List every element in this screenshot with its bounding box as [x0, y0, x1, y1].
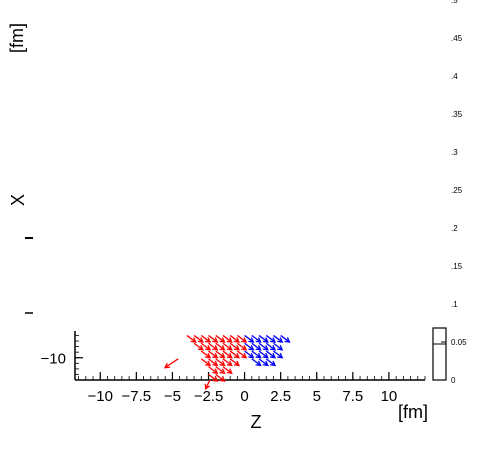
- vector-arrow: [265, 350, 277, 359]
- x-tick-label: −5: [164, 388, 181, 405]
- vector-arrow: [265, 334, 277, 343]
- colorbar-tick-label: .3: [451, 148, 458, 157]
- x-axis-ticks: −10 −7.5 −5 −2.5 0 2.5 5 7.5 10: [78, 372, 426, 405]
- vector-arrow: [215, 334, 226, 343]
- colorbar-tick-label: .5: [451, 0, 458, 5]
- vector-arrow: [208, 366, 219, 375]
- vector-arrow: [258, 358, 269, 367]
- x-tick-label: −2.5: [194, 388, 224, 405]
- vector-arrow: [258, 342, 269, 351]
- vector-arrow: [204, 379, 211, 391]
- vector-arrow: [200, 334, 212, 343]
- vector-arrow: [215, 350, 226, 359]
- x-tick-label: −10: [88, 388, 113, 405]
- colorbar-ticks: 0 0.05 .1 .15 .2 .25 .3 .35 .4 .45 .5: [441, 0, 467, 385]
- vector-arrow: [251, 358, 262, 367]
- colorbar: [432, 327, 447, 381]
- x-axis-label: Z: [251, 412, 262, 432]
- arrow-field: [163, 334, 291, 391]
- vector-arrow: [265, 358, 277, 367]
- colorbar-tick-label: .35: [451, 110, 463, 119]
- vector-arrow: [208, 334, 219, 343]
- colorbar-tick-label: .45: [451, 34, 463, 43]
- x-tick-label: 0: [240, 388, 248, 405]
- vector-arrow: [273, 334, 284, 343]
- vector-arrow: [265, 342, 277, 351]
- vector-arrow: [215, 366, 226, 375]
- vector-arrow: [215, 358, 226, 367]
- vector-arrow: [244, 342, 255, 351]
- vector-arrow: [229, 358, 241, 367]
- vector-arrow: [229, 334, 241, 343]
- vector-arrow: [236, 350, 248, 359]
- y-axis-unit: [fm]: [7, 23, 27, 53]
- vector-arrow: [236, 342, 248, 351]
- colorbar-tick-label: .15: [451, 262, 463, 271]
- vector-arrow: [258, 350, 269, 359]
- vector-arrow: [251, 342, 262, 351]
- vector-arrow: [251, 334, 262, 343]
- vector-arrow: [244, 334, 255, 343]
- vector-arrow: [215, 373, 226, 382]
- x-tick-label: 5: [313, 388, 321, 405]
- vector-arrow: [229, 342, 241, 351]
- vector-arrow: [273, 350, 284, 359]
- vector-arrow: [222, 350, 233, 359]
- colorbar-tick-label: 0.05: [451, 338, 467, 347]
- x-tick-label: 7.5: [342, 388, 363, 405]
- vector-arrow: [258, 334, 269, 343]
- vector-arrow: [200, 358, 212, 367]
- x-tick-label: 2.5: [270, 388, 291, 405]
- vector-arrow: [208, 373, 219, 382]
- colorbar-tick-label: 0: [451, 376, 456, 385]
- y-axis-label: X: [8, 194, 28, 206]
- vector-arrow: [186, 334, 197, 343]
- vector-arrow: [193, 334, 204, 343]
- vector-arrow: [208, 350, 219, 359]
- vector-arrow: [222, 358, 233, 367]
- vector-arrow: [215, 342, 226, 351]
- vector-arrow: [229, 350, 241, 359]
- x-tick-label: 10: [381, 388, 398, 405]
- x-tick-label: −7.5: [122, 388, 152, 405]
- x-axis-unit: [fm]: [398, 402, 428, 422]
- vector-arrow: [273, 342, 284, 351]
- colorbar-tick-label: .25: [451, 186, 463, 195]
- vector-arrow: [163, 358, 179, 369]
- vector-arrow: [200, 342, 212, 351]
- vector-arrow: [222, 366, 233, 375]
- vector-arrow: [244, 350, 255, 359]
- colorbar-tick-label: .4: [451, 72, 458, 81]
- vector-arrow: [208, 358, 219, 367]
- y-tick-label: −10: [41, 351, 66, 368]
- vector-arrow: [208, 342, 219, 351]
- colorbar-tick-label: .1: [451, 300, 458, 309]
- vector-arrow: [193, 342, 204, 351]
- vector-arrow: [280, 334, 291, 343]
- vector-arrow: [222, 342, 233, 351]
- vector-arrow: [222, 334, 233, 343]
- vector-arrow: [200, 350, 212, 359]
- vector-arrow: [251, 350, 262, 359]
- y-axis-ticks: −10: [41, 335, 83, 381]
- vector-arrow: [236, 334, 248, 343]
- colorbar-tick-label: .2: [451, 224, 458, 233]
